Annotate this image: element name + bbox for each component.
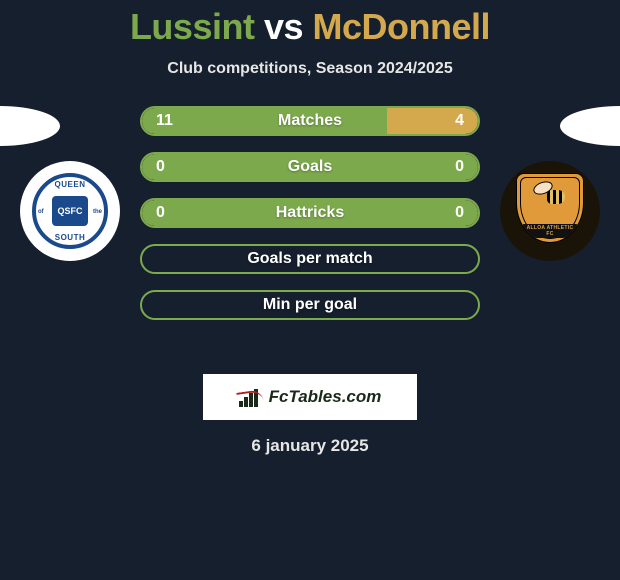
stat-bar: Goals 0 0	[140, 152, 480, 182]
fctables-logo[interactable]: FcTables.com	[203, 374, 417, 420]
stat-bar: Min per goal	[140, 290, 480, 320]
badge-text-center: QSFC	[52, 196, 88, 226]
stat-value-left: 0	[156, 204, 165, 222]
badge-text-top: QUEEN	[55, 180, 86, 189]
date-text: 6 january 2025	[0, 436, 620, 456]
stat-label: Hattricks	[276, 204, 344, 222]
player2-name: McDonnell	[313, 6, 491, 47]
stat-value-right: 0	[455, 158, 464, 176]
vs-text: vs	[264, 6, 303, 47]
alloa-badge: ALLOA ATHLETIC FC	[512, 173, 588, 249]
stat-label: Min per goal	[263, 296, 357, 314]
badge-text-l: of	[38, 209, 44, 215]
stat-value-left: 0	[156, 158, 165, 176]
badge-text-r: the	[93, 209, 102, 215]
wasp-icon	[531, 184, 571, 216]
logo-text: FcTables.com	[269, 387, 382, 407]
stat-label: Goals per match	[247, 250, 372, 268]
badge-banner: ALLOA ATHLETIC FC	[523, 224, 577, 238]
player1-photo-placeholder	[0, 106, 60, 146]
player2-photo-placeholder	[560, 106, 620, 146]
stat-bar: Matches 11 4	[140, 106, 480, 136]
player1-name: Lussint	[130, 6, 255, 47]
stat-bars: Matches 11 4 Goals 0 0 Hattricks 0 0 Goals per ma…	[140, 106, 480, 336]
qots-badge: QUEEN of QSFC the SOUTH	[32, 173, 108, 249]
stat-value-right: 0	[455, 204, 464, 222]
club-badge-left: QUEEN of QSFC the SOUTH	[20, 161, 120, 261]
badge-text-bottom: SOUTH	[55, 233, 86, 242]
stat-value-left: 11	[156, 112, 173, 130]
stat-bar: Hattricks 0 0	[140, 198, 480, 228]
stat-label: Matches	[278, 112, 342, 130]
subtitle: Club competitions, Season 2024/2025	[0, 60, 620, 78]
club-badge-right: ALLOA ATHLETIC FC	[500, 161, 600, 261]
stat-value-right: 4	[455, 112, 464, 130]
barchart-icon	[239, 387, 263, 407]
comparison-arena: QUEEN of QSFC the SOUTH ALLOA ATHLETIC F…	[0, 106, 620, 366]
comparison-title: Lussint vs McDonnell	[0, 0, 620, 48]
stat-bar: Goals per match	[140, 244, 480, 274]
stat-label: Goals	[288, 158, 332, 176]
